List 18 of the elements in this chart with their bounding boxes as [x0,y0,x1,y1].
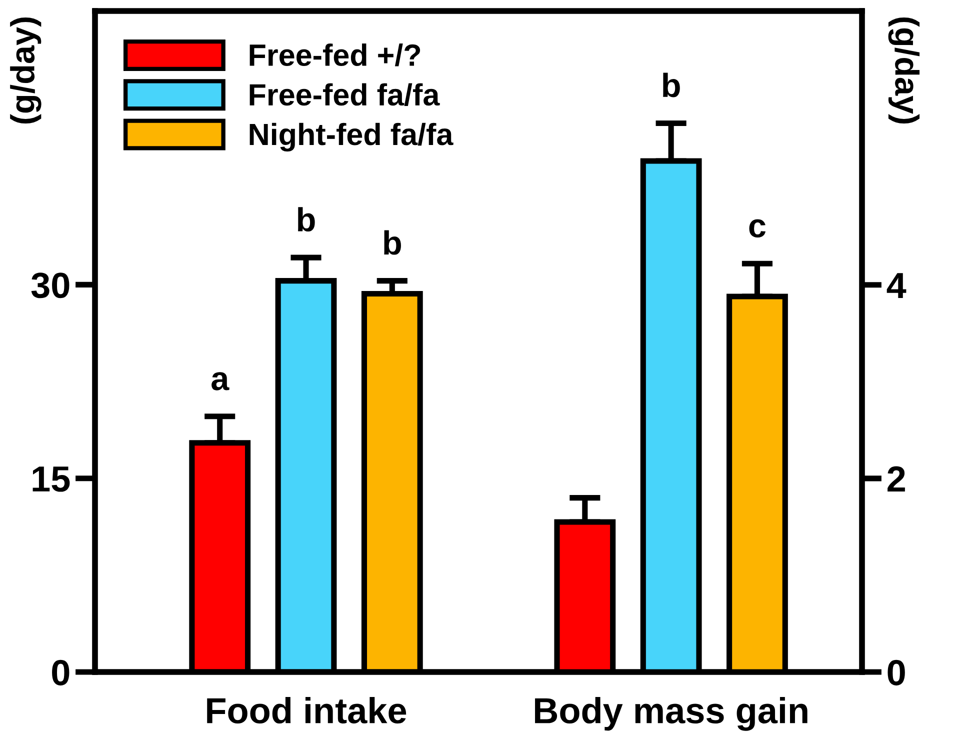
data-label: a [212,372,230,390]
y-axis-title: (g/day) [10,18,42,124]
y-tick-label: 15 [32,466,70,492]
y2-axis-title: (g/day) [888,18,920,124]
data-label: b [663,72,680,98]
x-tick-label: Food intake [207,697,406,724]
y2-tick-label: 4 [886,273,906,298]
legend-label: Free-fed +/? [250,44,420,66]
y-tick-label: 0 [52,660,70,686]
x-tick-label: Body mass gain [535,697,808,731]
y-tick-label: 30 [31,272,70,298]
legend-label: Free-fed fa/fa [250,83,440,106]
data-label: b [298,207,315,232]
y2-tick-label: 0 [888,660,905,686]
legend-label: Night-fed fa/fa [250,122,454,152]
data-label: b [384,230,401,255]
data-label: c [749,219,766,238]
y2-tick-label: 2 [888,466,905,492]
